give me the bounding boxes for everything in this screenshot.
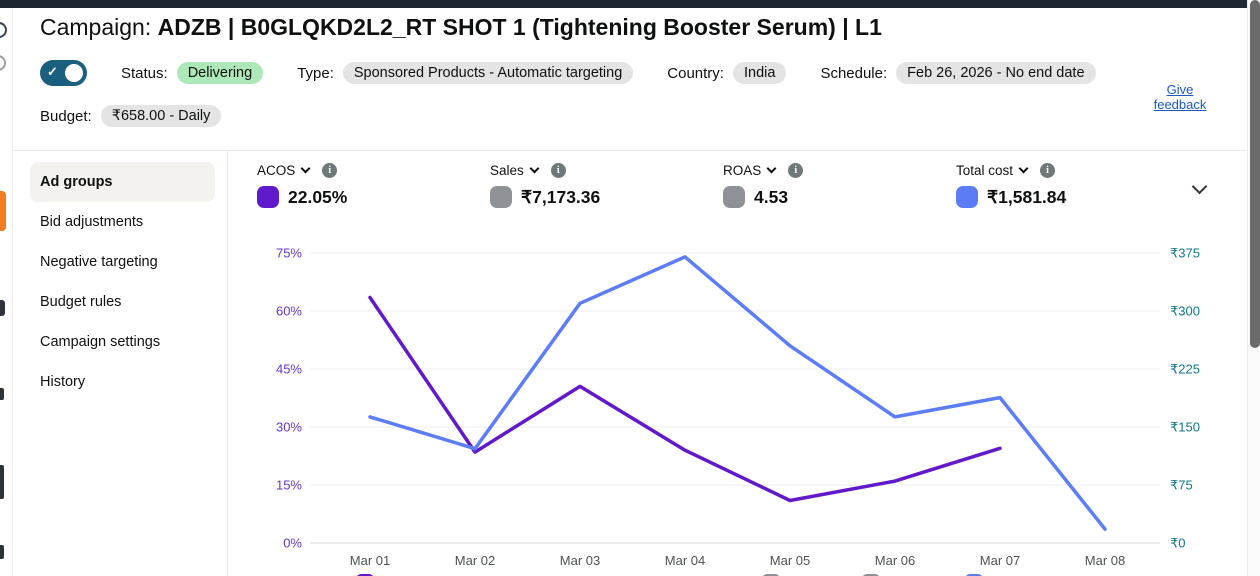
right-axis-tick-label: ₹0 — [1170, 536, 1186, 551]
metric-label: Total cost — [956, 163, 1014, 178]
campaign-header: Campaign: ADZB | B0GLQKD2L2_RT SHOT 1 (T… — [13, 8, 1247, 150]
metric-color-swatch — [257, 186, 279, 208]
toggle-check-icon: ✓ — [47, 64, 58, 79]
page-title-campaign-name: ADZB | B0GLQKD2L2_RT SHOT 1 (Tightening … — [157, 14, 882, 40]
metric-value-row: ₹7,173.36 — [490, 186, 600, 208]
sidebar-item-campaign-settings[interactable]: Campaign settings — [40, 334, 161, 350]
left-axis-tick-label: 30% — [276, 420, 302, 435]
x-axis-tick-label: Mar 04 — [665, 553, 705, 568]
chevron-down-icon — [1018, 163, 1029, 174]
page-title-prefix: Campaign: — [40, 14, 158, 40]
metric-value: ₹1,581.84 — [987, 186, 1067, 207]
metric-value: 4.53 — [754, 186, 789, 207]
type-badge: Sponsored Products - Automatic targeting — [342, 62, 634, 84]
metric-color-swatch — [956, 186, 978, 208]
x-axis-tick-label: Mar 02 — [455, 553, 495, 568]
metric-acos: ACOS i 22.05% — [257, 163, 347, 208]
metric-color-swatch — [490, 186, 512, 208]
nav-rail-logo-fragment — [0, 191, 6, 231]
performance-line-chart: 75% ₹375 60% ₹300 45% ₹225 30% ₹150 15% ₹75 0% ₹0 Ma… — [276, 246, 1200, 576]
x-axis-tick-label: Mar 03 — [560, 553, 600, 568]
type-label: Type: — [297, 64, 334, 82]
country-badge: India — [732, 62, 787, 84]
schedule-label: Schedule: — [820, 64, 888, 82]
nav-rail-icon-fragment — [0, 300, 5, 316]
x-axis-tick-label: Mar 07 — [980, 553, 1020, 568]
chevron-down-icon — [766, 163, 777, 174]
metric-label: ROAS — [723, 163, 762, 178]
sidebar-item-history[interactable]: History — [40, 374, 86, 390]
nav-rail-icon-fragment — [0, 545, 4, 559]
metric-dropdown-sales[interactable]: Sales i — [490, 163, 600, 178]
metric-label: Sales — [490, 163, 524, 178]
page-scrollbar-thumb[interactable] — [1250, 0, 1260, 348]
right-axis-tick-label: ₹375 — [1170, 246, 1200, 261]
right-axis-tick-label: ₹75 — [1170, 478, 1193, 493]
metric-dropdown-total-cost[interactable]: Total cost i — [956, 163, 1066, 178]
metric-total-cost: Total cost i ₹1,581.84 — [956, 163, 1066, 208]
sidebar-item-negative-targeting[interactable]: Negative targeting — [40, 254, 158, 270]
metric-value-row: 22.05% — [257, 186, 347, 208]
status-badge: Delivering — [176, 62, 264, 84]
right-axis-tick-label: ₹225 — [1170, 362, 1200, 377]
left-axis-tick-label: 15% — [276, 478, 302, 493]
nav-rail-icon-fragment — [0, 465, 4, 499]
metric-dropdown-acos[interactable]: ACOS i — [257, 163, 347, 178]
page-title: Campaign: ADZB | B0GLQKD2L2_RT SHOT 1 (T… — [40, 14, 882, 41]
campaign-status-toggle[interactable]: ✓ — [40, 60, 87, 86]
right-axis-tick-label: ₹300 — [1170, 304, 1200, 319]
x-axis-tick-label: Mar 01 — [350, 553, 390, 568]
collapse-chart-chevron-icon[interactable] — [1191, 178, 1208, 195]
left-axis-tick-label: 45% — [276, 362, 302, 377]
top-navigation-bar — [0, 0, 1247, 8]
metric-color-swatch — [723, 186, 745, 208]
give-feedback-link[interactable]: Give feedback — [1153, 82, 1207, 112]
budget-row: Budget: ₹658.00 - Daily — [40, 105, 222, 127]
page-scrollbar-track[interactable] — [1247, 0, 1260, 576]
chart-line-total-cost — [368, 255, 1107, 531]
metric-value: 22.05% — [288, 186, 348, 207]
nav-rail-icon-fragment — [0, 388, 4, 400]
budget-badge: ₹658.00 - Daily — [100, 105, 222, 127]
metric-value: ₹7,173.36 — [521, 186, 601, 207]
chevron-down-icon — [300, 163, 311, 174]
performance-panel: ACOS i 22.05% Sales i ₹7,173.36 ROAS i 4.53 Total… — [228, 151, 1247, 576]
country-label: Country: — [667, 64, 724, 82]
metric-value-row: 4.53 — [723, 186, 803, 208]
info-icon[interactable]: i — [1040, 163, 1056, 178]
metric-roas: ROAS i 4.53 — [723, 163, 804, 208]
toggle-knob — [65, 64, 83, 82]
schedule-badge: Feb 26, 2026 - No end date — [896, 62, 1096, 84]
info-icon[interactable]: i — [550, 163, 566, 178]
info-icon[interactable]: i — [322, 163, 338, 178]
right-axis-tick-label: ₹150 — [1170, 420, 1200, 435]
campaign-meta-row: ✓ Status: Delivering Type: Sponsored Pro… — [40, 60, 1096, 86]
info-icon[interactable]: i — [788, 163, 804, 178]
sidebar-item-budget-rules[interactable]: Budget rules — [40, 294, 122, 310]
x-axis-tick-label: Mar 06 — [875, 553, 915, 568]
header-divider — [13, 150, 1247, 151]
sidebar-item-bid-adjustments[interactable]: Bid adjustments — [40, 214, 144, 230]
campaign-sidebar: Ad groups Bid adjustments Negative targeti… — [13, 151, 228, 576]
budget-label: Budget: — [40, 107, 92, 125]
sidebar-item-ad-groups[interactable]: Ad groups — [30, 162, 215, 202]
left-axis-tick-label: 75% — [276, 246, 302, 261]
metric-value-row: ₹1,581.84 — [956, 186, 1066, 208]
left-axis-tick-label: 60% — [276, 304, 302, 319]
left-nav-rail-cutoff — [0, 8, 13, 576]
nav-rail-icon-fragment — [0, 22, 7, 38]
status-label: Status: — [121, 64, 168, 82]
left-axis-tick-label: 0% — [283, 536, 302, 551]
nav-rail-icon-fragment — [0, 55, 6, 71]
metric-label: ACOS — [257, 163, 296, 178]
metric-sales: Sales i ₹7,173.36 — [490, 163, 600, 208]
chart-line-acos — [368, 295, 1002, 503]
chevron-down-icon — [529, 163, 540, 174]
metric-dropdown-roas[interactable]: ROAS i — [723, 163, 804, 178]
x-axis-tick-label: Mar 08 — [1085, 553, 1125, 568]
x-axis-tick-label: Mar 05 — [770, 553, 810, 568]
